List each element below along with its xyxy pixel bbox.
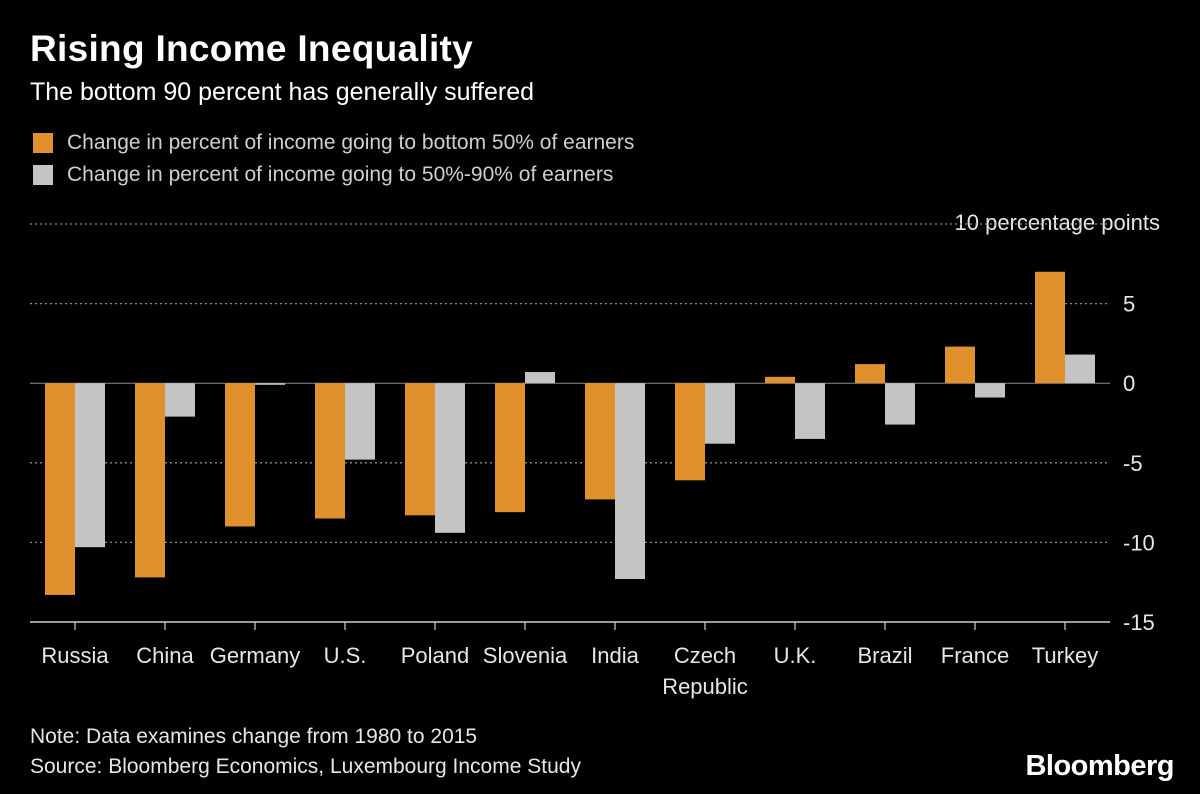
category-label: Brazil	[857, 643, 912, 668]
bar-mid40	[615, 383, 645, 580]
y-tick-label: -10	[1123, 530, 1155, 555]
bar-bottom50	[495, 383, 525, 513]
category-label: Poland	[401, 643, 470, 668]
bar-mid40	[525, 372, 555, 384]
chart-subtitle: The bottom 90 percent has generally suff…	[30, 78, 535, 106]
category-label-line: Poland	[401, 643, 470, 668]
legend-item-mid40: Change in percent of income going to 50%…	[33, 159, 634, 191]
bar-mid40	[255, 383, 285, 385]
category-label: China	[136, 643, 194, 668]
category-label: Czech Republic	[662, 643, 748, 699]
source-text: Source: Bloomberg Economics, Luxembourg …	[30, 755, 581, 778]
bar-mid40	[885, 383, 915, 425]
bar-bottom50	[765, 376, 795, 384]
bar-mid40	[705, 383, 735, 444]
legend-swatch-mid40	[33, 165, 53, 185]
bar-bottom50	[585, 383, 615, 500]
bar-bottom50	[675, 383, 705, 481]
category-label: U.K.	[774, 643, 817, 668]
legend-item-bottom50: Change in percent of income going to bot…	[33, 127, 634, 159]
category-label-line: Czech	[674, 643, 736, 668]
bar-bottom50	[855, 364, 885, 384]
y-tick-label: 0	[1123, 371, 1135, 396]
category-label-line: China	[136, 643, 194, 668]
bar-bottom50	[1035, 271, 1065, 384]
note-text: Note: Data examines change from 1980 to …	[30, 725, 478, 748]
category-label: Russia	[41, 643, 109, 668]
bloomberg-logo: Bloomberg	[1025, 750, 1174, 782]
category-label: Slovenia	[483, 643, 568, 668]
y-unit-label: 10 percentage points	[954, 210, 1161, 235]
bar-mid40	[165, 383, 195, 417]
legend-label-mid40: Change in percent of income going to 50%…	[67, 163, 614, 186]
bar-mid40	[75, 383, 105, 548]
bar-mid40	[435, 383, 465, 533]
bar-mid40	[345, 383, 375, 460]
category-label-line: Russia	[41, 643, 109, 668]
category-label-line: Republic	[662, 674, 748, 699]
legend-label-bottom50: Change in percent of income going to bot…	[67, 131, 635, 154]
y-tick-label: -5	[1123, 451, 1143, 476]
footnote: Note: Data examines change from 1980 to …	[30, 722, 581, 782]
category-label-line: France	[941, 643, 1009, 668]
category-label: France	[941, 643, 1009, 668]
category-label-line: Brazil	[857, 643, 912, 668]
bar-bottom50	[225, 383, 255, 527]
bar-bottom50	[405, 383, 435, 516]
category-label-line: Slovenia	[483, 643, 568, 668]
legend: Change in percent of income going to bot…	[33, 127, 634, 191]
category-label: Turkey	[1032, 643, 1098, 668]
category-label-line: U.K.	[774, 643, 817, 668]
bar-bottom50	[315, 383, 345, 519]
category-label: U.S.	[324, 643, 367, 668]
category-label: Germany	[210, 643, 300, 668]
bar-bottom50	[945, 346, 975, 384]
bar-mid40	[1065, 354, 1095, 384]
legend-swatch-bottom50	[33, 133, 53, 153]
category-label-line: India	[591, 643, 639, 668]
category-label-line: U.S.	[324, 643, 367, 668]
y-tick-label: -15	[1123, 610, 1155, 635]
category-label-line: Germany	[210, 643, 300, 668]
chart-title: Rising Income Inequality	[30, 28, 474, 69]
bar-mid40	[795, 383, 825, 439]
bar-bottom50	[45, 383, 75, 595]
category-label-line: Turkey	[1032, 643, 1098, 668]
bar-mid40	[975, 383, 1005, 398]
bar-bottom50	[135, 383, 165, 578]
category-label: India	[591, 643, 639, 668]
y-tick-label: 5	[1123, 292, 1135, 317]
